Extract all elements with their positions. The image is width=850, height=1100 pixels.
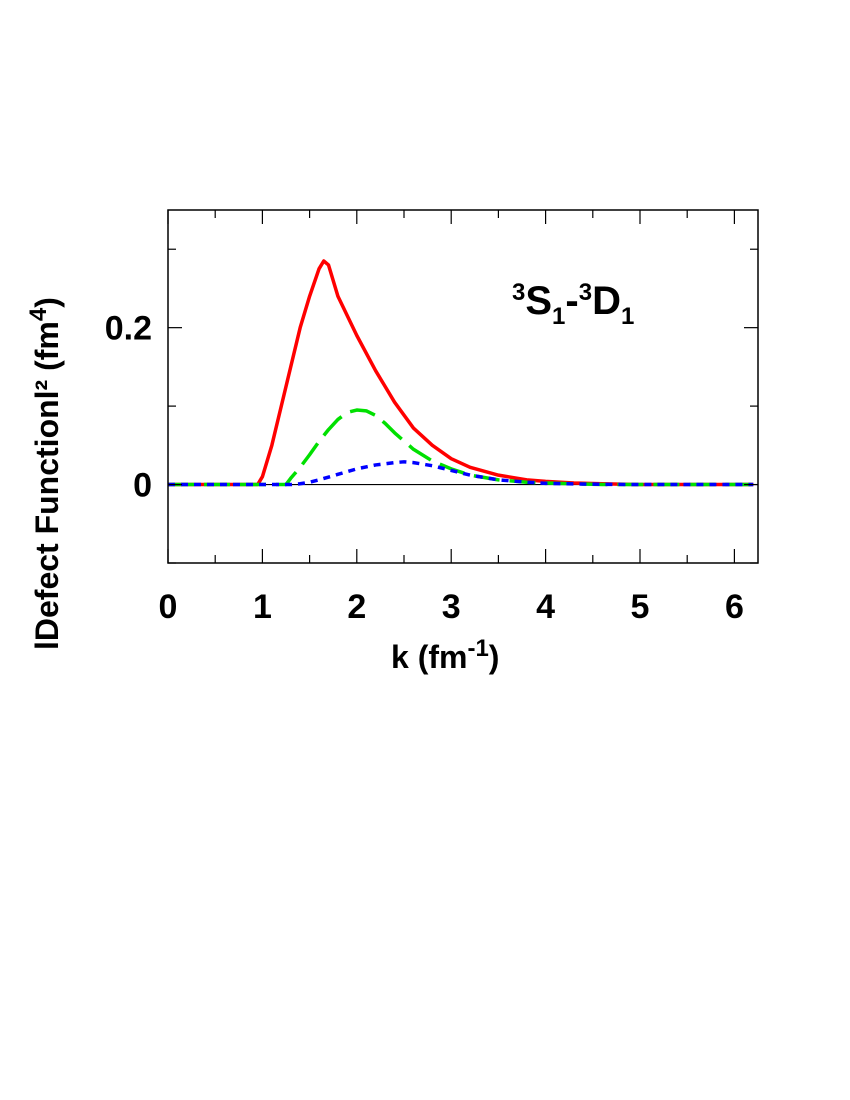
x-tick-label: 6	[725, 588, 744, 626]
chart-marks	[168, 259, 758, 487]
series-line-3	[168, 460, 754, 487]
x-tick-label: 4	[536, 588, 555, 626]
x-tick-label: 2	[347, 588, 366, 626]
series-line-2	[168, 408, 754, 487]
x-tick-label: 1	[253, 588, 272, 626]
y-axis-title: lDefect Functionl² (fm4)	[25, 297, 65, 650]
chart-annotation: 3S1-3D1	[512, 279, 634, 330]
y-tick-label: 0.2	[105, 310, 152, 348]
x-axis-title: k (fm-1)	[391, 635, 499, 675]
x-tick-label: 3	[442, 588, 461, 626]
plot-frame	[167, 209, 759, 564]
axes: 0 1 2 3 4 5 6 0 0.2	[105, 210, 758, 626]
y-tick-label: 0	[133, 467, 152, 505]
series-line-1	[168, 259, 754, 487]
x-tick-label: 5	[631, 588, 650, 626]
x-tick-label: 0	[159, 588, 178, 626]
